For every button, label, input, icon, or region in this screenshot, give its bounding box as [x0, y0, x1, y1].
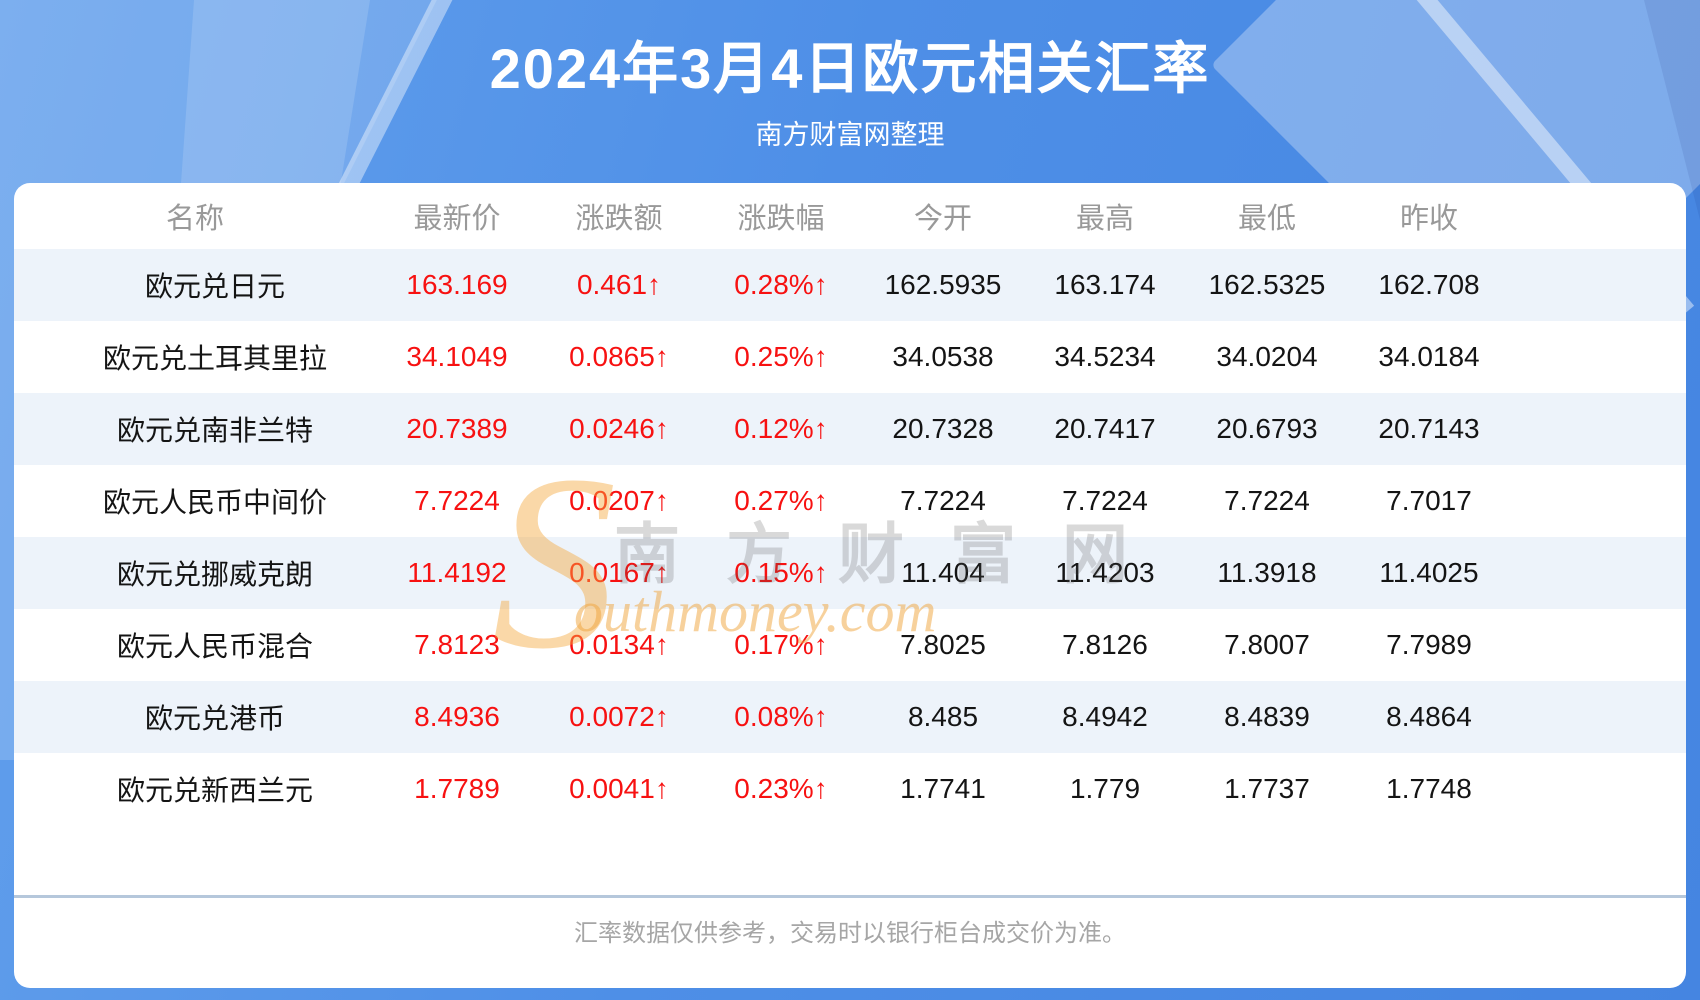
- change-amount: 0.0246↑: [569, 413, 669, 444]
- low-price: 34.0204: [1216, 341, 1318, 372]
- currency-pair-name: 欧元兑新西兰元: [116, 775, 313, 806]
- table-row: 欧元兑南非兰特 20.7389 0.0246↑ 0.12%↑ 20.7328 20.741…: [14, 393, 1686, 465]
- open-price: 8.485: [907, 701, 979, 732]
- currency-pair-name: 欧元兑日元: [144, 271, 285, 302]
- high-price: 7.8126: [1062, 629, 1148, 660]
- column-header-low: 最低: [1237, 203, 1296, 235]
- table-row: 欧元兑日元 163.169 0.461↑ 0.28%↑ 162.5935 163.174 1…: [14, 249, 1686, 321]
- high-price: 20.7417: [1054, 413, 1156, 444]
- latest-price: 163.169: [406, 269, 508, 300]
- prev-close-price: 7.7989: [1386, 629, 1472, 660]
- prev-close-price: 11.4025: [1379, 557, 1479, 588]
- column-header-high: 最高: [1075, 203, 1134, 235]
- currency-pair-name: 欧元兑挪威克朗: [116, 559, 313, 590]
- low-price: 1.7737: [1224, 773, 1310, 804]
- change-percent: 0.17%↑: [734, 629, 828, 660]
- column-header-latest: 最新价: [413, 203, 501, 235]
- table-header-row: 名称 最新价 涨跌额 涨跌幅 今开 最高 最低 昨收: [14, 183, 1686, 249]
- change-percent: 0.08%↑: [734, 701, 828, 732]
- change-amount: 0.461↑: [576, 269, 662, 300]
- table-row: 欧元兑新西兰元 1.7789 0.0041↑ 0.23%↑ 1.7741 1.779 1.7…: [14, 753, 1686, 825]
- latest-price: 7.8123: [414, 629, 500, 660]
- change-percent: 0.15%↑: [734, 557, 828, 588]
- currency-pair-name: 欧元兑南非兰特: [116, 415, 313, 446]
- prev-close-price: 8.4864: [1386, 701, 1472, 732]
- latest-price: 1.7789: [414, 773, 500, 804]
- page-title: 2024年3月4日欧元相关汇率: [489, 37, 1211, 100]
- table-body: 欧元兑日元 163.169 0.461↑ 0.28%↑ 162.5935 163.174 1…: [14, 249, 1686, 825]
- low-price: 20.6793: [1216, 413, 1318, 444]
- high-price: 11.4203: [1055, 557, 1155, 588]
- latest-price: 11.4192: [407, 557, 507, 588]
- prev-close-price: 162.708: [1378, 269, 1480, 300]
- column-header-open: 今开: [913, 203, 972, 235]
- high-price: 8.4942: [1062, 701, 1148, 732]
- footer-divider: [14, 895, 1686, 898]
- change-amount: 0.0865↑: [569, 341, 669, 372]
- table-row: 欧元人民币中间价 7.7224 0.0207↑ 0.27%↑ 7.7224 7.7224 7…: [14, 465, 1686, 537]
- column-header-pct: 涨跌幅: [737, 203, 825, 235]
- low-price: 8.4839: [1224, 701, 1310, 732]
- change-percent: 0.25%↑: [734, 341, 828, 372]
- currency-pair-name: 欧元兑港币: [144, 703, 285, 734]
- column-header-name: 名称: [165, 203, 224, 235]
- open-price: 11.404: [901, 557, 985, 588]
- change-amount: 0.0167↑: [569, 557, 669, 588]
- footer-disclaimer: 汇率数据仅供参考，交易时以银行柜台成交价为准。: [574, 920, 1126, 947]
- open-price: 7.8025: [900, 629, 986, 660]
- prev-close-price: 7.7017: [1386, 485, 1472, 516]
- change-percent: 0.27%↑: [734, 485, 828, 516]
- prev-close-price: 20.7143: [1378, 413, 1480, 444]
- prev-close-price: 34.0184: [1378, 341, 1480, 372]
- column-header-change: 涨跌额: [575, 203, 663, 235]
- high-price: 163.174: [1054, 269, 1156, 300]
- high-price: 7.7224: [1062, 485, 1148, 516]
- open-price: 34.0538: [892, 341, 994, 372]
- change-percent: 0.28%↑: [734, 269, 828, 300]
- column-header-prev-close: 昨收: [1399, 203, 1458, 235]
- change-percent: 0.23%↑: [734, 773, 828, 804]
- low-price: 7.7224: [1224, 485, 1310, 516]
- currency-pair-name: 欧元兑土耳其里拉: [102, 343, 327, 374]
- page-subtitle: 南方财富网整理: [755, 120, 945, 150]
- latest-price: 34.1049: [406, 341, 508, 372]
- prev-close-price: 1.7748: [1386, 773, 1472, 804]
- currency-pair-name: 欧元人民币混合: [116, 631, 313, 662]
- change-amount: 0.0041↑: [569, 773, 669, 804]
- rates-table-card: 名称 最新价 涨跌额 涨跌幅 今开 最高 最低 昨收 欧元兑日元 163.169 0…: [14, 183, 1686, 988]
- change-amount: 0.0207↑: [569, 485, 669, 516]
- high-price: 34.5234: [1054, 341, 1156, 372]
- low-price: 162.5325: [1208, 269, 1326, 300]
- table-row: 欧元兑港币 8.4936 0.0072↑ 0.08%↑ 8.485 8.4942 8.483…: [14, 681, 1686, 753]
- open-price: 1.7741: [900, 773, 986, 804]
- latest-price: 8.4936: [414, 701, 500, 732]
- change-percent: 0.12%↑: [734, 413, 828, 444]
- change-amount: 0.0072↑: [569, 701, 669, 732]
- low-price: 7.8007: [1224, 629, 1310, 660]
- latest-price: 7.7224: [414, 485, 500, 516]
- table-row: 欧元兑挪威克朗 11.4192 0.0167↑ 0.15%↑ 11.404 11.4203…: [14, 537, 1686, 609]
- open-price: 7.7224: [900, 485, 986, 516]
- table-row: 欧元人民币混合 7.8123 0.0134↑ 0.17%↑ 7.8025 7.8126 7.…: [14, 609, 1686, 681]
- open-price: 20.7328: [892, 413, 994, 444]
- high-price: 1.779: [1069, 773, 1141, 804]
- low-price: 11.3918: [1217, 557, 1317, 588]
- currency-pair-name: 欧元人民币中间价: [102, 487, 327, 518]
- table-row: 欧元兑土耳其里拉 34.1049 0.0865↑ 0.25%↑ 34.0538 34.52…: [14, 321, 1686, 393]
- latest-price: 20.7389: [406, 413, 508, 444]
- open-price: 162.5935: [884, 269, 1002, 300]
- change-amount: 0.0134↑: [569, 629, 669, 660]
